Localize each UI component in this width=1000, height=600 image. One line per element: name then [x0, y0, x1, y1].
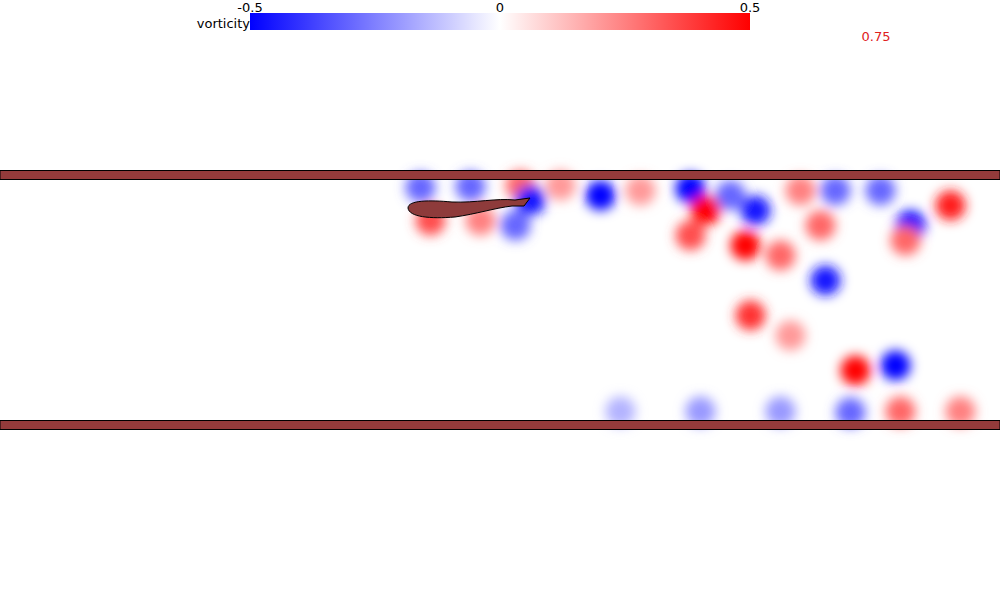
svg-text:-0.5: -0.5 [237, 0, 262, 15]
svg-text:0.75: 0.75 [862, 29, 891, 44]
svg-text:vorticity: vorticity [197, 16, 251, 31]
svg-text:0.5: 0.5 [740, 0, 761, 15]
svg-text:0: 0 [496, 0, 504, 15]
